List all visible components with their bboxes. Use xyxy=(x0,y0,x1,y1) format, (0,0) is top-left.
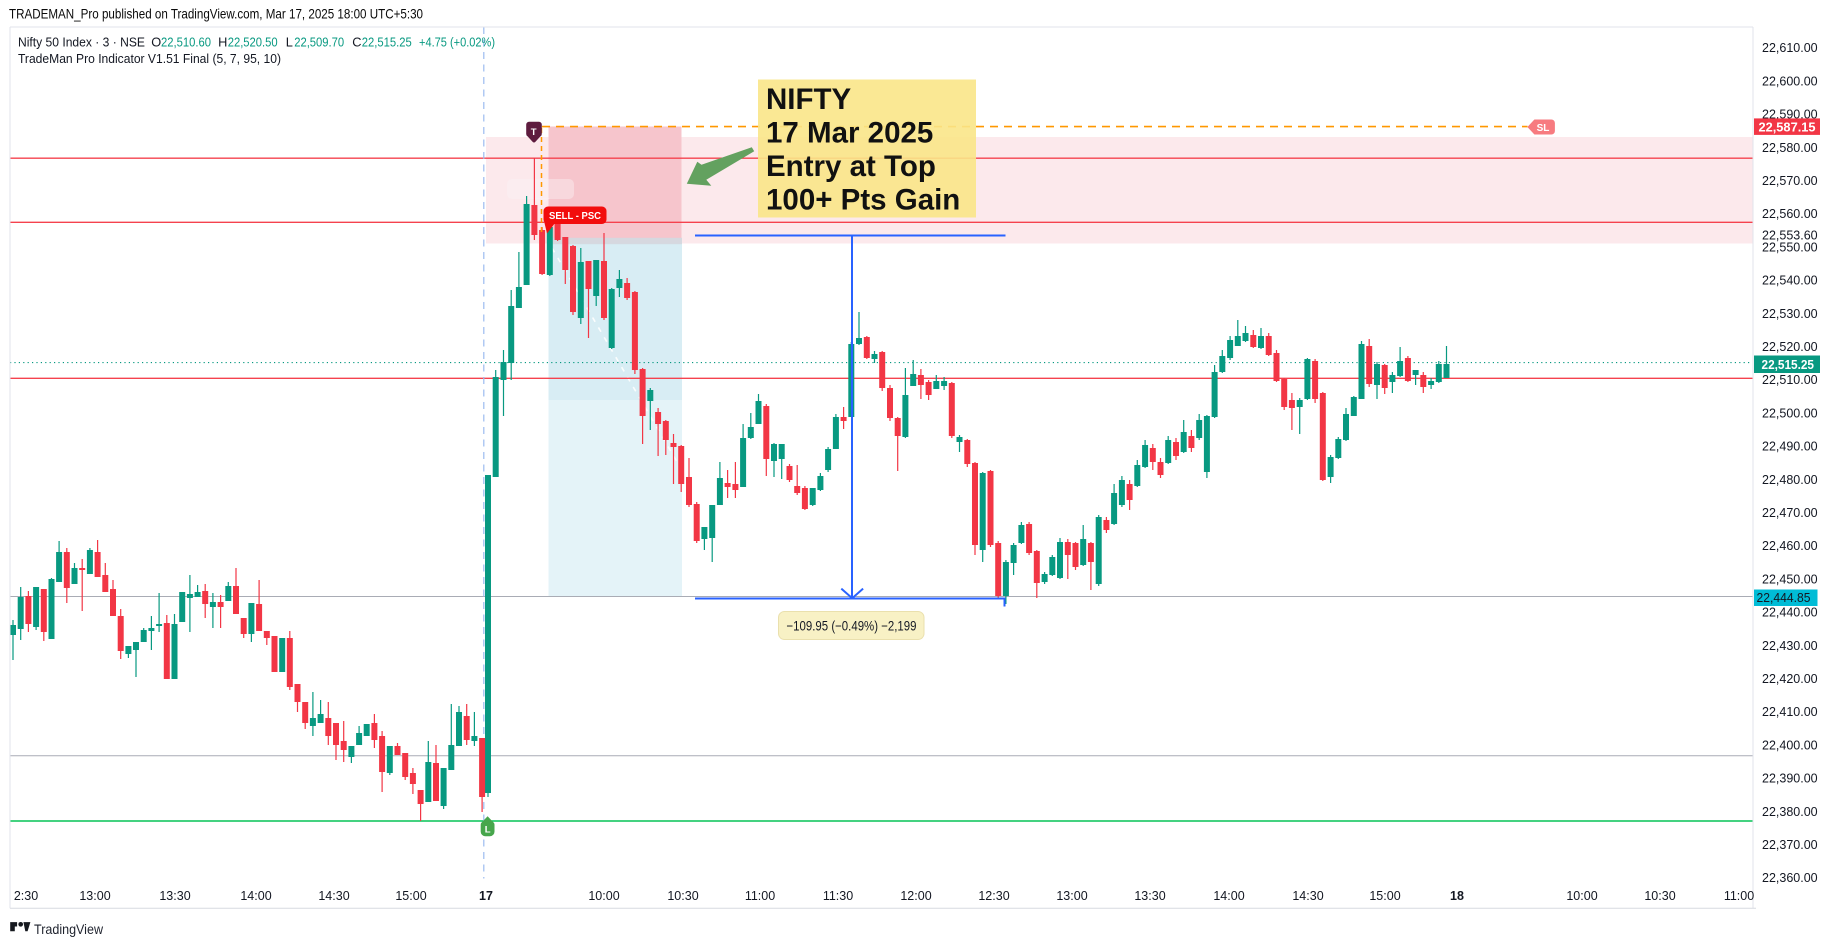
svg-text:22,370.00: 22,370.00 xyxy=(1762,838,1818,852)
svg-text:10:00: 10:00 xyxy=(1566,889,1597,903)
svg-text:TradingView: TradingView xyxy=(34,921,104,937)
svg-text:22,510.00: 22,510.00 xyxy=(1762,373,1818,387)
svg-text:22,590.00: 22,590.00 xyxy=(1762,108,1818,122)
svg-text:22,520.50: 22,520.50 xyxy=(228,35,278,50)
svg-text:22,410.00: 22,410.00 xyxy=(1762,705,1818,719)
svg-text:−109.95 (−0.49%) −2,199: −109.95 (−0.49%) −2,199 xyxy=(787,619,917,634)
svg-text:+4.75 (+0.02%): +4.75 (+0.02%) xyxy=(419,35,495,50)
svg-text:22,460.00: 22,460.00 xyxy=(1762,539,1818,553)
svg-text:22,444.85: 22,444.85 xyxy=(1757,591,1811,605)
svg-text:13:00: 13:00 xyxy=(1056,889,1087,903)
svg-text:22,550.00: 22,550.00 xyxy=(1762,240,1818,254)
svg-text:22,560.00: 22,560.00 xyxy=(1762,207,1818,221)
svg-text:14:00: 14:00 xyxy=(1213,889,1244,903)
svg-text:22,515.25: 22,515.25 xyxy=(362,35,412,50)
svg-text:22,430.00: 22,430.00 xyxy=(1762,639,1818,653)
svg-text:22,520.00: 22,520.00 xyxy=(1762,340,1818,354)
svg-text:10:30: 10:30 xyxy=(667,889,698,903)
svg-text:22,380.00: 22,380.00 xyxy=(1762,805,1818,819)
svg-text:O: O xyxy=(151,35,161,50)
svg-text:13:30: 13:30 xyxy=(159,889,190,903)
svg-text:17 Mar 2025: 17 Mar 2025 xyxy=(766,117,933,150)
svg-text:10:30: 10:30 xyxy=(1644,889,1675,903)
svg-text:14:30: 14:30 xyxy=(318,889,349,903)
svg-text:22,440.00: 22,440.00 xyxy=(1762,606,1818,620)
svg-text:22,480.00: 22,480.00 xyxy=(1762,473,1818,487)
svg-text:22,509.70: 22,509.70 xyxy=(294,35,344,50)
svg-text:22,500.00: 22,500.00 xyxy=(1762,406,1818,420)
svg-text:10:00: 10:00 xyxy=(588,889,619,903)
svg-text:C: C xyxy=(352,35,361,50)
svg-text:H: H xyxy=(218,35,227,50)
svg-text:TRADEMAN_Pro published on Trad: TRADEMAN_Pro published on TradingView.co… xyxy=(9,6,423,22)
svg-text:22,515.25: 22,515.25 xyxy=(1762,358,1815,372)
svg-text:22,390.00: 22,390.00 xyxy=(1762,772,1818,786)
svg-text:22,470.00: 22,470.00 xyxy=(1762,506,1818,520)
svg-text:22,450.00: 22,450.00 xyxy=(1762,572,1818,586)
svg-text:12:30: 12:30 xyxy=(978,889,1009,903)
svg-text:L: L xyxy=(286,35,293,50)
svg-text:22,530.00: 22,530.00 xyxy=(1762,307,1818,321)
svg-text:22,570.00: 22,570.00 xyxy=(1762,174,1818,188)
svg-text:11:30: 11:30 xyxy=(823,889,853,903)
svg-text:100+ Pts Gain: 100+ Pts Gain xyxy=(766,184,960,217)
svg-text:TradeMan Pro Indicator V1.51 F: TradeMan Pro Indicator V1.51 Final (5, 7… xyxy=(18,51,281,66)
svg-text:NIFTY: NIFTY xyxy=(766,83,852,116)
svg-text:22,587.15: 22,587.15 xyxy=(1759,121,1816,135)
svg-text:13:30: 13:30 xyxy=(1134,889,1165,903)
svg-text:12:00: 12:00 xyxy=(900,889,931,903)
svg-text:22,580.00: 22,580.00 xyxy=(1762,141,1818,155)
svg-text:15:00: 15:00 xyxy=(395,889,426,903)
svg-text:22,600.00: 22,600.00 xyxy=(1762,74,1818,88)
svg-text:11:00: 11:00 xyxy=(1724,889,1754,903)
svg-text:2:30: 2:30 xyxy=(14,889,38,903)
svg-text:L: L xyxy=(485,825,491,836)
svg-text:Entry at Top: Entry at Top xyxy=(766,150,936,183)
svg-text:22,553.60: 22,553.60 xyxy=(1762,229,1818,243)
svg-text:SL: SL xyxy=(1537,123,1550,134)
svg-text:18: 18 xyxy=(1450,889,1464,903)
svg-text:22,540.00: 22,540.00 xyxy=(1762,274,1818,288)
svg-text:11:00: 11:00 xyxy=(745,889,775,903)
svg-text:22,360.00: 22,360.00 xyxy=(1762,871,1818,885)
svg-text:Nifty 50 Index · 3 · NSE: Nifty 50 Index · 3 · NSE xyxy=(18,35,145,50)
svg-text:14:30: 14:30 xyxy=(1292,889,1323,903)
svg-text:14:00: 14:00 xyxy=(240,889,271,903)
svg-text:22,420.00: 22,420.00 xyxy=(1762,672,1818,686)
svg-text:22,610.00: 22,610.00 xyxy=(1762,41,1818,55)
svg-text:15:00: 15:00 xyxy=(1369,889,1400,903)
svg-text:22,490.00: 22,490.00 xyxy=(1762,440,1818,454)
svg-text:13:00: 13:00 xyxy=(79,889,110,903)
svg-text:T: T xyxy=(531,127,537,138)
svg-text:22,400.00: 22,400.00 xyxy=(1762,738,1818,752)
svg-text:SELL - PSC: SELL - PSC xyxy=(549,211,601,222)
svg-text:22,510.60: 22,510.60 xyxy=(161,35,211,50)
svg-text:17: 17 xyxy=(479,889,493,903)
